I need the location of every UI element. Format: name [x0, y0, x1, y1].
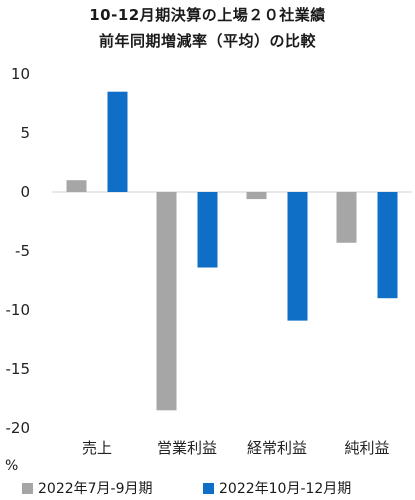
chart-subtitle: 前年同期増減率（平均）の比較	[98, 32, 316, 50]
y-tick-label: 5	[20, 124, 30, 142]
bar-series-2-4	[377, 192, 398, 299]
y-axis-unit-label: %	[5, 458, 19, 474]
y-tick-label: -10	[6, 301, 31, 319]
bar-series-2-3	[287, 192, 308, 321]
x-category-label: 売上	[82, 439, 112, 457]
legend-item-series-2: 2022年10月-12月期	[203, 478, 351, 498]
bar-series-1-3	[246, 192, 267, 200]
y-tick-label: -15	[6, 360, 31, 378]
legend-label-series-1: 2022年7月-9月期	[38, 481, 153, 497]
bar-series-1-1	[66, 180, 87, 192]
bar-series-1-2	[156, 192, 177, 411]
bar-series-2-2	[197, 192, 218, 268]
legend-swatch-series-1	[22, 482, 33, 494]
legend-item-series-1: 2022年7月-9月期	[22, 478, 153, 498]
bar-series-1-4	[336, 192, 357, 243]
x-category-label: 経常利益	[247, 439, 307, 457]
legend-label-series-2: 2022年10月-12月期	[219, 481, 352, 497]
bar-series-2-1	[107, 91, 128, 192]
legend-swatch-series-2	[203, 482, 214, 494]
y-tick-label: 10	[11, 65, 30, 83]
x-category-label: 営業利益	[157, 439, 217, 457]
y-tick-label: -20	[6, 419, 31, 437]
y-tick-label: 0	[20, 183, 30, 201]
x-category-label: 純利益	[344, 439, 389, 457]
y-tick-label: -5	[15, 242, 30, 260]
chart-title: 10-12月期決算の上場２０社業績	[89, 6, 326, 24]
